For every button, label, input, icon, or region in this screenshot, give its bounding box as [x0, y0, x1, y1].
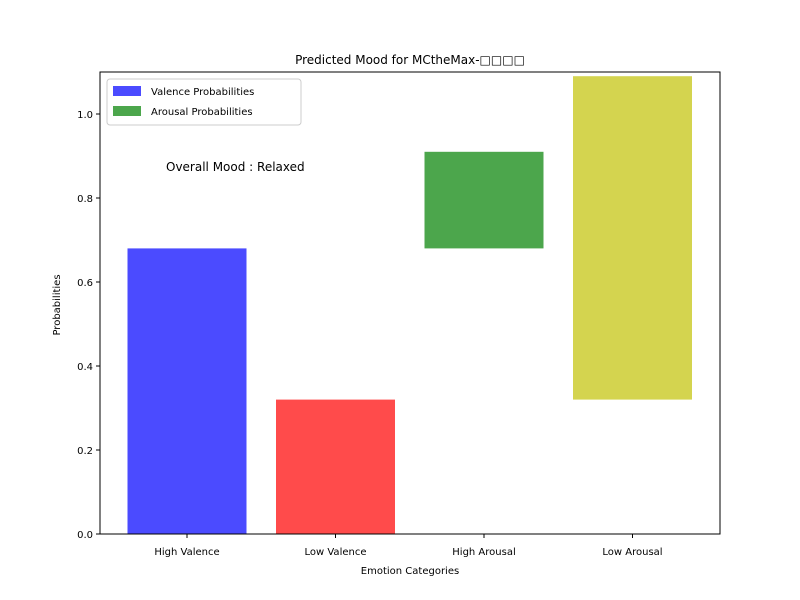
- chart-title: Predicted Mood for MCtheMax-□□□□: [295, 53, 525, 67]
- legend-label-arousal: Arousal Probabilities: [151, 107, 253, 118]
- bar-high-arousal: [424, 151, 544, 249]
- x-axis-ticks: High Valence Low Valence High Arousal Low A…: [154, 534, 663, 558]
- plot-frame: [99, 71, 721, 535]
- bar-high-valence: [127, 248, 247, 534]
- y-tick-label: 0.0: [77, 530, 93, 541]
- legend: Valence Probabilities Arousal Probabilit…: [106, 78, 302, 126]
- y-tick-label: 0.2: [77, 446, 93, 457]
- legend-swatch-valence: [113, 86, 141, 96]
- x-axis-label: Emotion Categories: [361, 566, 459, 577]
- y-tick-label: 0.4: [77, 362, 93, 373]
- bar-low-valence: [276, 399, 395, 534]
- bar-low-arousal: [573, 76, 692, 400]
- overall-mood-annotation: Overall Mood : Relaxed: [166, 160, 305, 174]
- bars-group: [127, 76, 692, 534]
- legend-frame: [106, 78, 302, 126]
- legend-label-valence: Valence Probabilities: [151, 87, 254, 98]
- y-axis-ticks: 0.0 0.2 0.4 0.6 0.8 1.0: [77, 110, 100, 541]
- y-tick-label: 0.6: [77, 278, 93, 289]
- y-tick-label: 0.8: [77, 194, 93, 205]
- y-tick-label: 1.0: [77, 110, 93, 121]
- y-axis-label: Probabilities: [52, 274, 63, 335]
- x-tick-label-low-valence: Low Valence: [305, 547, 367, 558]
- legend-swatch-arousal: [113, 106, 141, 116]
- x-tick-label-high-arousal: High Arousal: [452, 547, 515, 558]
- x-tick-label-high-valence: High Valence: [154, 547, 219, 558]
- x-tick-label-low-arousal: Low Arousal: [602, 547, 662, 558]
